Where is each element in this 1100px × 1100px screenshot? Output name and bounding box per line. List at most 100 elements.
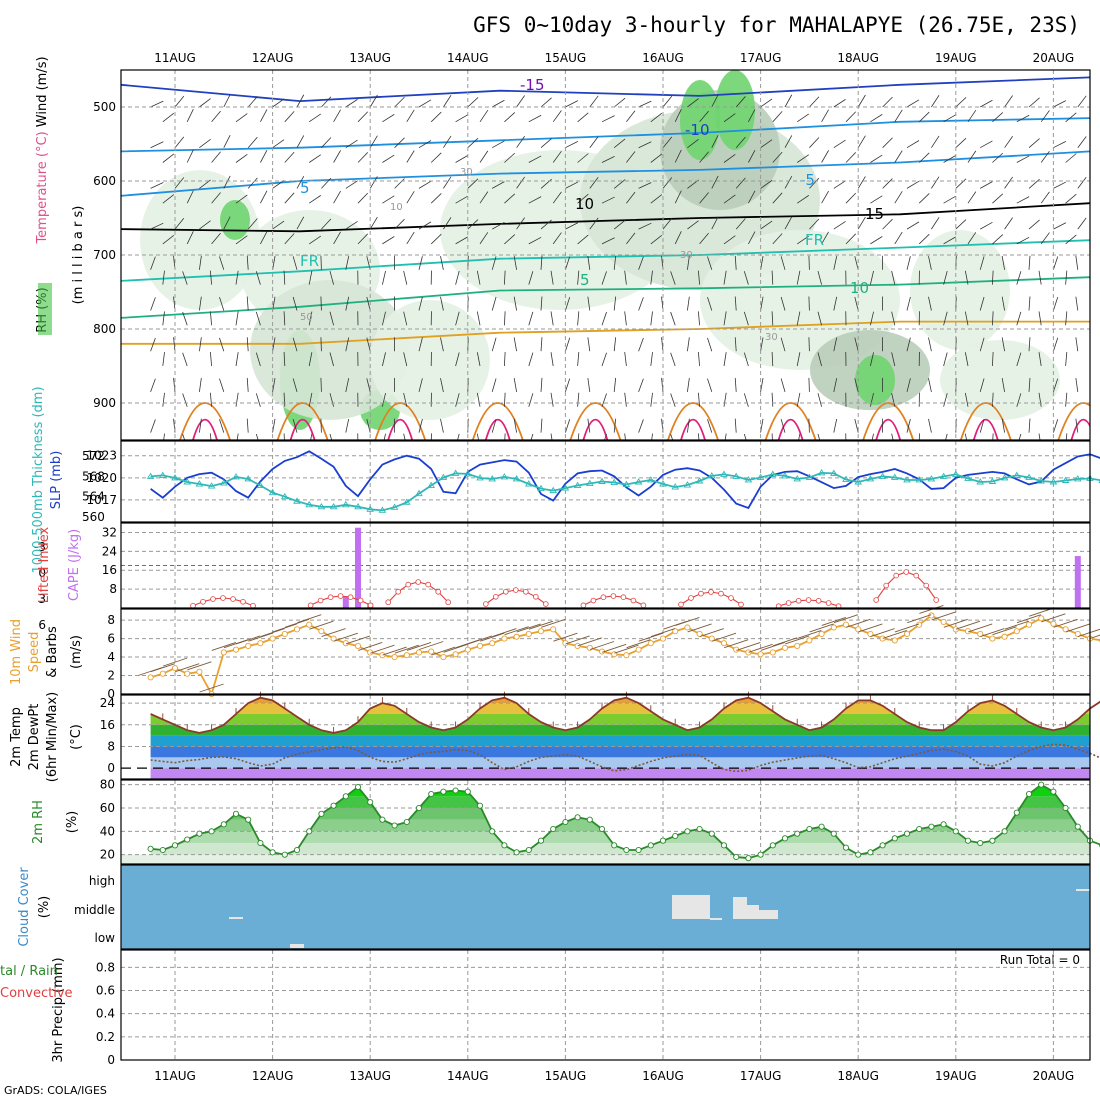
wind-barb: [846, 618, 871, 628]
upper-wind-barb: [687, 296, 690, 311]
li-point: [230, 596, 236, 602]
wind-speed-point: [940, 618, 947, 625]
upper-wind-barb: [440, 378, 444, 392]
wind-speed-point: [269, 635, 276, 642]
thickness-point: [525, 480, 533, 487]
wind-barb: [711, 632, 737, 642]
upper-wind-barb: [1016, 352, 1022, 367]
rh-point: [867, 849, 874, 856]
upper-wind-barb: [382, 352, 386, 367]
thickness-point: [354, 502, 362, 510]
wind-speed-point: [159, 670, 166, 677]
upper-wind-barb: [931, 135, 940, 148]
wind-barb: [1053, 618, 1078, 628]
upper-wind-barb: [577, 112, 589, 123]
thickness-tick-label: 560: [82, 510, 105, 524]
rh-point: [440, 788, 447, 795]
wind-barb: [772, 637, 798, 647]
upper-wind-barb: [430, 152, 442, 163]
upper-wind-barb: [491, 337, 497, 352]
upper-wind-barb: [260, 190, 268, 204]
panel-labels: 11AUG 11AUG 12AUG 12AUG 13AUG 13AUG 14AUG 14AUG…: [0, 51, 1074, 1083]
li-tick-label: -3: [34, 540, 46, 554]
loop-orange-7: [862, 402, 915, 440]
upper-wind-barb: [209, 311, 212, 326]
upper-wind-barb: [492, 181, 505, 189]
li-point: [883, 582, 889, 589]
rh-point: [635, 846, 642, 854]
upper-wind-barb: [1065, 112, 1077, 123]
upper-wind-barb: [565, 222, 579, 230]
upper-wind-barb: [528, 311, 534, 326]
upper-wind-barb: [272, 337, 276, 352]
upper-wind-barb: [870, 114, 883, 123]
upper-wind-barb: [209, 352, 212, 367]
upper-wind-barb: [891, 311, 896, 326]
rh-unit-label: (%): [65, 811, 80, 834]
rh-point: [184, 836, 191, 843]
upper-wind-barb: [662, 95, 673, 108]
cloud-patch: [1076, 889, 1090, 891]
date-label-bottom: 17AUG: [740, 1069, 782, 1083]
li-point: [923, 582, 929, 589]
li-point: [367, 602, 374, 609]
upper-wind-barb: [979, 256, 985, 270]
upper-wind-barb: [345, 378, 350, 392]
wind-label-1-part: 10m Wind: [9, 619, 24, 685]
thickness-point: [512, 475, 521, 482]
upper-wind-barb: [735, 177, 746, 189]
upper-wind-barb: [219, 297, 225, 311]
wind-speed-point: [1062, 626, 1069, 633]
upper-wind-barb: [345, 256, 350, 270]
rh-point: [367, 799, 374, 806]
wind-speed-point: [318, 628, 325, 635]
wind-barb: [992, 626, 1017, 636]
upper-wind-barb: [182, 271, 188, 285]
precip-tick-label: 0.8: [96, 960, 115, 974]
upper-wind-barb: [1077, 95, 1087, 108]
upper-wind-barb: [891, 392, 896, 407]
thickness-point: [830, 469, 838, 476]
upper-wind-barb: [418, 221, 432, 230]
wind-barb: [345, 635, 371, 645]
rh-point: [391, 822, 398, 829]
upper-wind-barb: [382, 392, 386, 407]
upper-wind-barb: [906, 296, 911, 311]
cloud-patch: [758, 910, 778, 919]
upper-wind-barb: [638, 256, 644, 270]
upper-wind-barb: [1004, 217, 1013, 230]
upper-wind-barb: [219, 378, 225, 393]
upper-wind-barb: [748, 190, 756, 204]
upper-wind-barb: [699, 110, 709, 123]
upper-wind-barb: [565, 256, 571, 270]
thickness-point: [683, 481, 692, 488]
cape-tick-label: 8: [109, 582, 117, 596]
upper-wind-barb: [182, 352, 188, 367]
temp-label-2: 2m DewPt: [27, 704, 42, 771]
upper-wind-barb: [980, 181, 993, 189]
upper-wind-barb: [711, 135, 719, 148]
upper-wind-barb: [626, 110, 636, 123]
upper-wind-barb: [772, 233, 783, 245]
upper-wind-barb: [1077, 217, 1087, 230]
upper-wind-barb: [329, 433, 333, 440]
upper-wind-barb: [650, 311, 653, 326]
upper-wind-barb: [760, 180, 773, 189]
contour-label: FR: [805, 231, 824, 249]
upper-wind-barb: [945, 433, 948, 440]
thickness-tick-label: 568: [82, 469, 105, 483]
upper-wind-barb: [382, 154, 395, 163]
wind-frame: [120, 608, 1091, 695]
rh-point: [903, 830, 911, 837]
thickness-point: [964, 474, 972, 481]
rh-point: [306, 828, 313, 835]
li-point: [678, 601, 684, 608]
upper-wind-barb: [162, 352, 165, 367]
rh-point: [672, 832, 679, 840]
slp-axis-label: SLP (mb): [49, 451, 64, 510]
thickness-point: [976, 478, 984, 485]
rh-point: [403, 818, 410, 826]
wind-barb: [650, 628, 676, 637]
rh-point: [147, 845, 154, 852]
upper-wind-barb: [743, 271, 749, 285]
